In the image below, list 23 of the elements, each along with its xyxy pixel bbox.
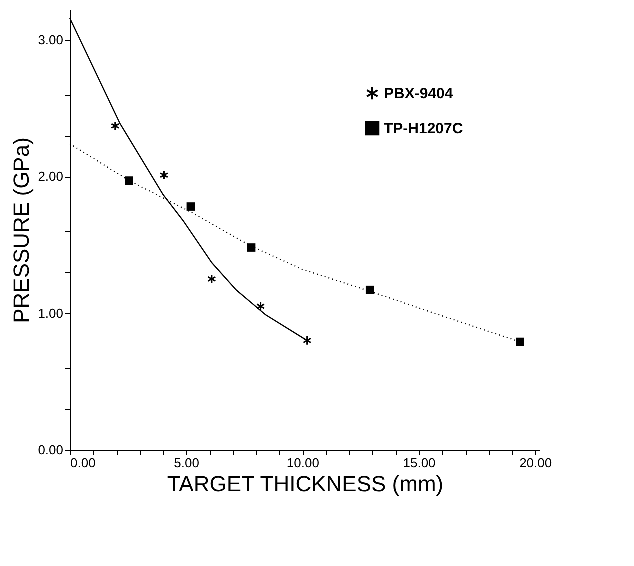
- y-tick-label: 2.00: [38, 169, 64, 184]
- y-tick-label: 0.00: [38, 442, 64, 458]
- point: [516, 338, 524, 346]
- x-tick-label: 20.00: [520, 456, 552, 470]
- legend-label: PBX-9404: [384, 86, 454, 102]
- point: [302, 336, 312, 346]
- point: [366, 286, 374, 294]
- point: [208, 274, 216, 284]
- point: [256, 302, 266, 312]
- point: [186, 202, 196, 211]
- x-tick-label: 15.00: [403, 456, 436, 470]
- point: [125, 176, 134, 185]
- y-axis-title: PRESSURE (GPa): [9, 138, 34, 324]
- point: [160, 170, 169, 180]
- y-tick-label: 1.00: [38, 306, 64, 321]
- point: [110, 121, 120, 132]
- y-tick-label: 3.00: [38, 32, 64, 48]
- x-tick-label: 5.00: [174, 456, 200, 470]
- x-tick-label: 10.00: [286, 456, 320, 470]
- x-axis-title: TARGET THICKNESS (mm): [167, 472, 444, 496]
- point: [247, 244, 256, 252]
- legend-label: TP-H1207C: [384, 120, 464, 138]
- x-tick-label: 0.00: [70, 456, 96, 470]
